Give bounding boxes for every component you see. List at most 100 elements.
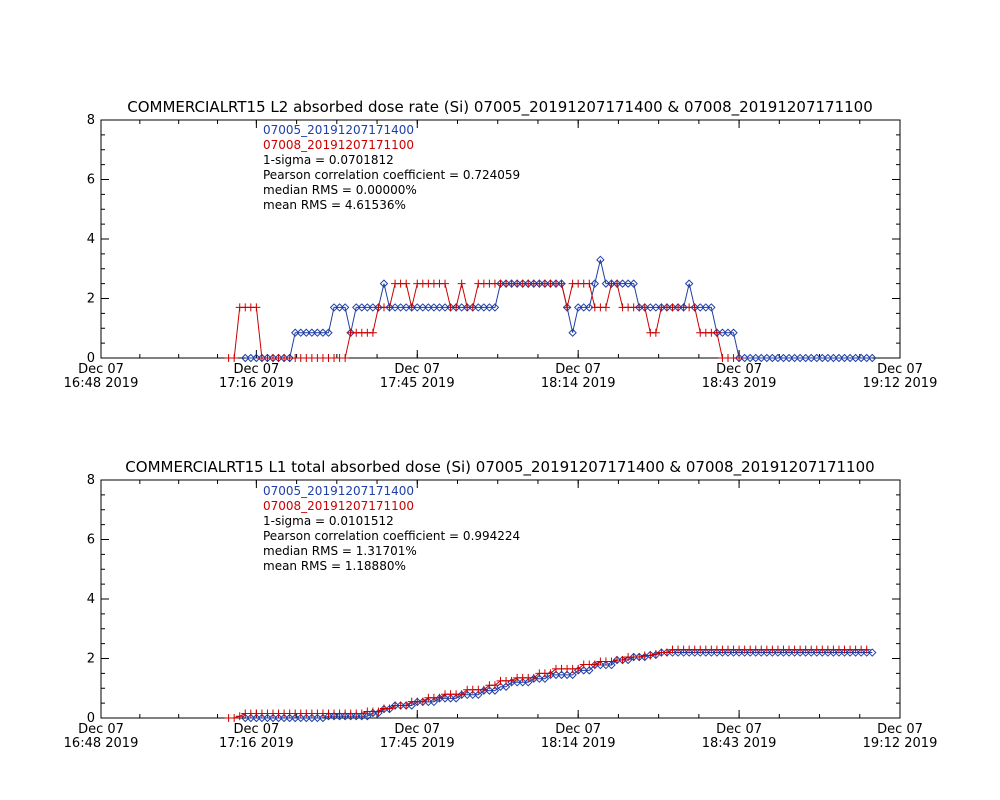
- chart-2-series-1-point: [501, 682, 511, 691]
- chart-2-series-1-line: [245, 652, 873, 719]
- chart-2-series-1-point: [729, 648, 738, 657]
- chart-2-series-1-point: [379, 704, 389, 714]
- chart-1-series-1-point: [479, 303, 489, 312]
- chart-1-series-2-point: [563, 303, 572, 312]
- chart-1-series-1-point: [801, 353, 810, 363]
- chart-1-series-2-point: [557, 279, 566, 288]
- chart-1-series-1-point: [768, 353, 777, 363]
- chart-2-series-1-point: [302, 713, 311, 723]
- chart-1-series-1-point: [485, 303, 494, 312]
- chart-1-series-2-point: [735, 354, 744, 362]
- chart-1-series-1-point: [779, 353, 788, 363]
- chart-2-series-2-point: [235, 712, 244, 721]
- chart-1-series-1-point: [807, 353, 816, 363]
- chart-2-series-1-point: [762, 648, 772, 657]
- chart-2-series-1-point: [684, 648, 694, 657]
- chart-1-series-1-point: [241, 353, 250, 363]
- chart-1-series-1-point: [596, 255, 605, 265]
- chart-2-series-1-point: [701, 648, 711, 657]
- chart-1-series-1-point: [762, 353, 772, 363]
- chart-1-series-1-point: [424, 303, 433, 312]
- chart-2-series-2-point: [529, 673, 538, 682]
- chart-2-series-1-point: [451, 694, 461, 703]
- chart-1-series-1-point: [840, 353, 849, 363]
- chart-2-series-1-point: [363, 712, 372, 721]
- chart-2-series-1-point: [596, 660, 605, 670]
- chart-1-series-1-point: [790, 353, 799, 363]
- chart-1-series-1-point: [418, 303, 428, 312]
- chart-2-series-2-point: [385, 704, 394, 713]
- chart-2-series-1-point: [435, 694, 444, 703]
- chart-1-series-1-point: [340, 303, 350, 312]
- chart-2-y-tick-label: 0: [87, 711, 95, 726]
- chart-2-series-1-point: [723, 648, 733, 657]
- chart-1-series-1-point: [368, 303, 378, 312]
- chart-1-series-2-point: [640, 303, 649, 312]
- chart-1-series-2-point: [585, 279, 594, 288]
- chart-2-series-1-point: [518, 678, 527, 687]
- chart-2-series-1-point: [696, 648, 705, 657]
- chart-2-series-1-point: [779, 648, 788, 657]
- chart-2-series-1-point: [274, 713, 283, 723]
- chart-2-series-2-point: [507, 676, 516, 685]
- chart-2-series-1-point: [257, 713, 267, 723]
- chart-2-series-2-point: [357, 709, 366, 718]
- chart-2-series-1-point: [490, 686, 500, 695]
- chart-2-y-tick-label: 8: [87, 473, 95, 488]
- chart-2-series-1-point: [784, 648, 794, 657]
- chart-2-series-b-label: 07008_20191207171100: [263, 499, 414, 513]
- chart-1-series-1-line: [245, 259, 873, 359]
- chart-2-series-1-point: [568, 670, 577, 680]
- chart-1-series-1-point: [490, 303, 500, 312]
- chart-2-series-1-point: [562, 670, 572, 680]
- chart-1-series-2-point: [457, 279, 466, 288]
- chart-1-series-1-point: [696, 303, 705, 312]
- chart-2-series-2-point: [457, 690, 466, 699]
- chart-2-series-1-point: [757, 648, 766, 657]
- chart-2-series-1-point: [296, 713, 305, 723]
- chart-1-series-1-point: [413, 303, 422, 312]
- chart-1-series-2-point: [452, 303, 461, 312]
- chart-2-median-rms: median RMS = 1.31701%: [263, 544, 417, 558]
- chart-1-series-1-point: [313, 328, 322, 337]
- chart-2-y-tick-label: 4: [87, 592, 95, 607]
- chart-1-series-1-point: [862, 353, 871, 363]
- chart-1-y-tick-label: 6: [87, 173, 95, 188]
- chart-1-series-a-label: 07005_20191207171400: [263, 123, 414, 137]
- chart-1-x-axis: Dec 07 16:48 2019 Dec 07 17:16 2019 Dec 07 17…: [64, 120, 937, 391]
- chart-2-series-1-point: [734, 648, 744, 657]
- chart-2-series-1-point: [307, 713, 317, 723]
- chart-2-pearson: Pearson correlation coefficient = 0.9942…: [263, 529, 520, 543]
- chart-1-series-1-point: [729, 328, 738, 337]
- chart-2-series-1-point: [868, 648, 877, 657]
- chart-2-series-2-point: [662, 648, 671, 657]
- chart-2-series-2-point: [402, 701, 411, 710]
- chart-2-series-1-point: [340, 712, 350, 721]
- chart-2-series-1-point: [241, 713, 250, 723]
- chart-2-series-1-point: [751, 648, 760, 657]
- chart-2-series-1-point: [585, 666, 594, 675]
- chart-2-series-1-point: [285, 713, 294, 723]
- chart-2-x-tick-label: Dec 07 17:16 2019: [219, 722, 294, 751]
- chart-1-series-1-point: [585, 303, 594, 312]
- chart-panel-2: COMMERCIALRT15 L1 total absorbed dose (S…: [64, 458, 938, 751]
- chart-1-median-rms: median RMS = 0.00000%: [263, 183, 417, 197]
- chart-1-series-1-point: [318, 328, 328, 337]
- chart-2-y-axis: 0 2 4 6 8: [87, 473, 900, 726]
- chart-2-x-axis: Dec 07 16:48 2019 Dec 07 17:16 2019 Dec 07 17…: [64, 480, 937, 751]
- chart-1-series-2-point: [441, 279, 450, 288]
- chart-1-series-1-point: [773, 353, 783, 363]
- chart-2-series-2-point: [479, 685, 488, 694]
- chart-2-series-1-point: [346, 712, 355, 721]
- chart-1-series-2-point: [468, 303, 477, 312]
- chart-1-series-1-point: [435, 303, 444, 312]
- chart-2-series-1-point: [468, 690, 477, 700]
- chart-2-title: COMMERCIALRT15 L1 total absorbed dose (S…: [125, 458, 874, 477]
- chart-2-series-2-point: [607, 657, 616, 666]
- chart-2-series-2-point: [646, 651, 655, 660]
- chart-1-series-2-point: [712, 328, 721, 337]
- chart-2-series-1-point: [279, 713, 289, 723]
- chart-2-series-2-point: [374, 707, 383, 716]
- chart-2-series-1-point: [712, 648, 722, 657]
